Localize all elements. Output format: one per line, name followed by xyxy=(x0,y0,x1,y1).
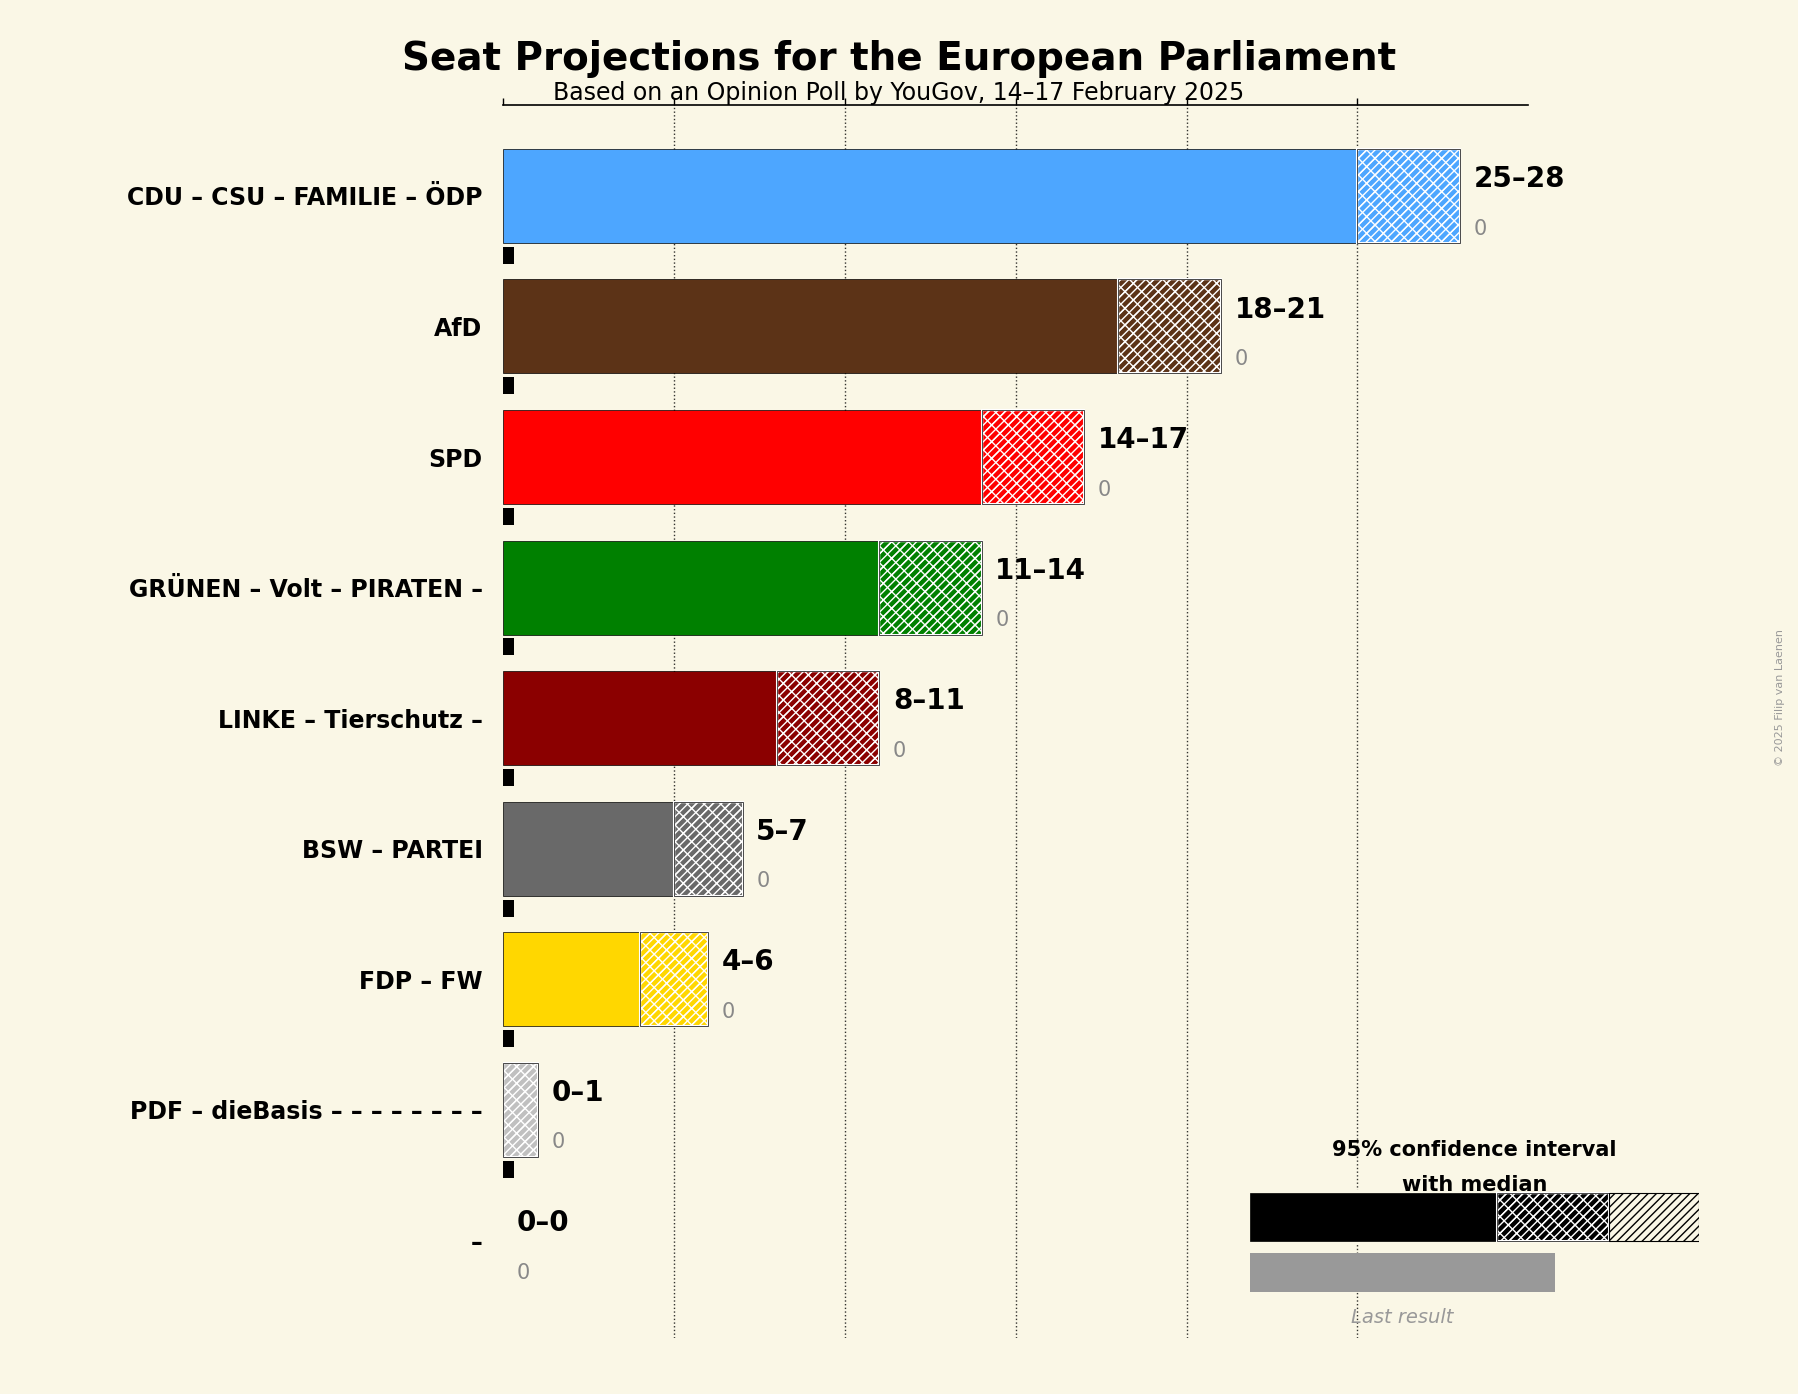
Text: 18–21: 18–21 xyxy=(1235,296,1325,323)
Bar xyxy=(982,410,1084,505)
Text: 0: 0 xyxy=(723,1002,735,1022)
Text: 11–14: 11–14 xyxy=(996,556,1086,584)
Bar xyxy=(503,802,674,896)
Bar xyxy=(503,638,514,655)
Bar xyxy=(503,769,514,786)
Bar xyxy=(640,933,708,1026)
Bar xyxy=(879,541,982,634)
Text: 0: 0 xyxy=(757,871,770,891)
Text: 0: 0 xyxy=(894,740,906,761)
Text: 4–6: 4–6 xyxy=(723,948,775,976)
Bar xyxy=(1118,279,1221,374)
Bar xyxy=(1357,149,1460,243)
Bar xyxy=(1118,279,1221,374)
Bar xyxy=(503,541,879,634)
Text: 0: 0 xyxy=(1235,348,1248,369)
Bar xyxy=(1357,149,1460,243)
Bar xyxy=(640,933,708,1026)
Text: 0: 0 xyxy=(518,1263,530,1282)
Bar xyxy=(1250,1193,1496,1241)
Bar xyxy=(674,802,743,896)
Bar xyxy=(503,671,777,765)
Text: 0–1: 0–1 xyxy=(552,1079,604,1107)
Bar xyxy=(1496,1193,1609,1241)
Bar xyxy=(503,899,514,917)
Bar xyxy=(503,1062,538,1157)
Bar xyxy=(879,541,982,634)
Bar xyxy=(503,149,1357,243)
Bar xyxy=(503,1062,538,1157)
Text: 0: 0 xyxy=(1474,219,1487,238)
Bar xyxy=(777,671,879,765)
Bar xyxy=(879,541,982,634)
Bar xyxy=(640,933,708,1026)
Bar xyxy=(1496,1193,1609,1241)
Bar xyxy=(1357,149,1460,243)
Text: Seat Projections for the European Parliament: Seat Projections for the European Parlia… xyxy=(403,40,1395,78)
Text: 8–11: 8–11 xyxy=(894,687,966,715)
Bar xyxy=(982,410,1084,505)
Bar xyxy=(674,802,743,896)
Text: 0: 0 xyxy=(1099,480,1111,499)
Bar xyxy=(777,671,879,765)
Bar xyxy=(503,378,514,395)
Bar xyxy=(1118,279,1221,374)
Bar xyxy=(503,1161,514,1178)
Bar xyxy=(640,933,708,1026)
Text: 5–7: 5–7 xyxy=(757,818,809,846)
Text: with median: with median xyxy=(1402,1175,1546,1195)
Bar xyxy=(1118,279,1221,374)
Text: 95% confidence interval: 95% confidence interval xyxy=(1332,1140,1616,1160)
Bar xyxy=(503,247,514,263)
Bar xyxy=(503,279,1118,374)
Bar xyxy=(1496,1193,1609,1241)
Text: Last result: Last result xyxy=(1352,1308,1453,1327)
Bar xyxy=(777,671,879,765)
Bar xyxy=(503,933,640,1026)
Text: 0: 0 xyxy=(552,1132,565,1153)
Bar xyxy=(1496,1193,1609,1241)
Text: 0: 0 xyxy=(996,611,1009,630)
Bar xyxy=(503,1062,538,1157)
Bar xyxy=(982,410,1084,505)
Bar xyxy=(503,507,514,526)
Bar xyxy=(777,671,879,765)
Text: 0–0: 0–0 xyxy=(518,1210,570,1238)
Bar xyxy=(1609,1193,1699,1241)
Bar xyxy=(982,410,1084,505)
Bar xyxy=(503,410,982,505)
Bar xyxy=(674,802,743,896)
Bar xyxy=(503,1062,538,1157)
Bar xyxy=(674,802,743,896)
Text: Based on an Opinion Poll by YouGov, 14–17 February 2025: Based on an Opinion Poll by YouGov, 14–1… xyxy=(554,81,1244,105)
Text: 25–28: 25–28 xyxy=(1474,164,1564,192)
Text: 14–17: 14–17 xyxy=(1099,427,1188,454)
Bar xyxy=(503,1030,514,1047)
Text: © 2025 Filip van Laenen: © 2025 Filip van Laenen xyxy=(1775,629,1785,765)
Bar xyxy=(879,541,982,634)
Bar xyxy=(1357,149,1460,243)
